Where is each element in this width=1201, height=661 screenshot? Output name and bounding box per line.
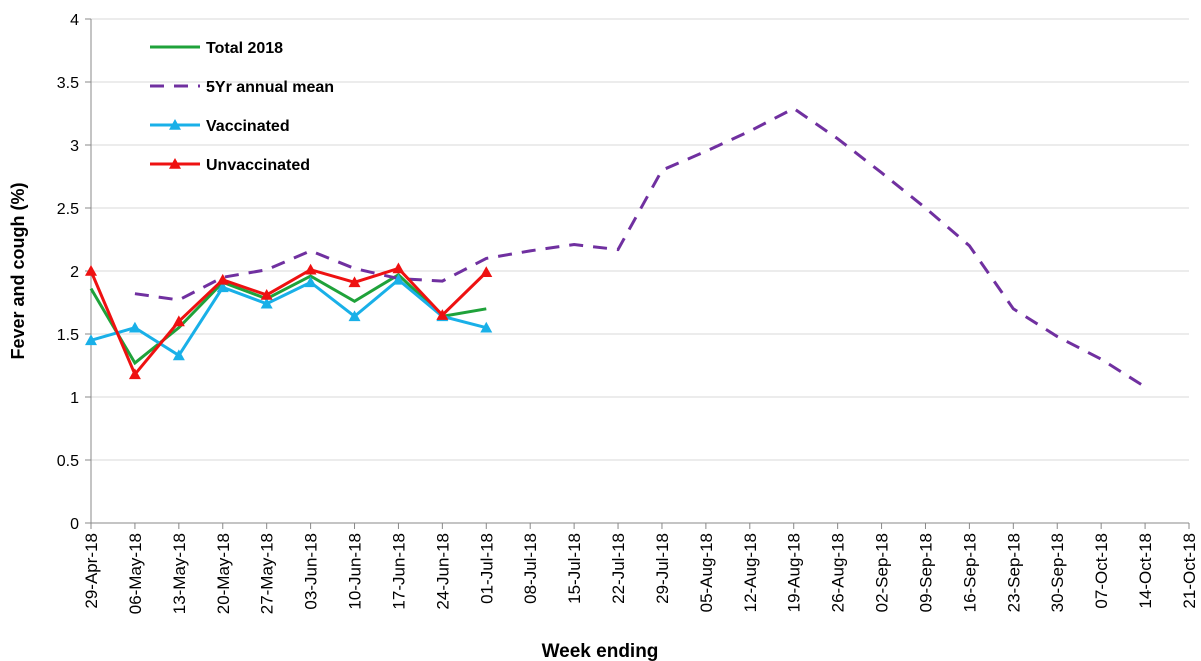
x-tick-label: 12-Aug-18	[741, 533, 760, 612]
data-point	[216, 273, 229, 285]
series-line	[89, 272, 487, 366]
data-point	[128, 321, 141, 333]
y-tick-label: 0	[70, 516, 79, 533]
legend-label: Vaccinated	[206, 118, 290, 135]
data-point	[216, 281, 229, 293]
y-tick-label: 1.5	[57, 327, 79, 344]
data-point	[436, 309, 449, 320]
series-line	[90, 277, 487, 358]
x-tick-label: 09-Sep-18	[916, 533, 935, 612]
x-tick-label: 14-Oct-18	[1136, 533, 1155, 609]
legend-label: 5Yr annual mean	[206, 79, 334, 96]
x-tick-label: 24-Jun-18	[433, 533, 452, 610]
x-tick-label: 16-Sep-18	[960, 533, 979, 612]
data-point	[480, 321, 493, 333]
data-point	[392, 273, 405, 285]
legend-marker	[169, 119, 181, 130]
data-point	[172, 315, 185, 327]
legend-label: Total 2018	[206, 40, 283, 57]
x-tick-label: 01-Jul-18	[477, 533, 496, 604]
x-tick-label: 26-Aug-18	[829, 533, 848, 612]
x-tick-label: 07-Oct-18	[1092, 533, 1111, 609]
x-tick-label: 06-May-18	[126, 533, 145, 614]
data-point	[304, 263, 317, 275]
series-line	[134, 106, 1146, 389]
x-tick-label: 19-Aug-18	[785, 533, 804, 612]
x-tick-label: 22-Jul-18	[609, 533, 628, 604]
data-point	[348, 276, 361, 288]
x-tick-label: 30-Sep-18	[1048, 533, 1067, 612]
x-tick-label: 03-Jun-18	[302, 533, 321, 610]
x-tick-label: 23-Sep-18	[1004, 533, 1023, 612]
x-tick-label: 29-Apr-18	[82, 533, 101, 609]
y-tick-label: 0.5	[57, 453, 79, 470]
legend-label: Unvaccinated	[206, 157, 310, 174]
x-tick-label: 21-Oct-18	[1180, 533, 1199, 609]
x-tick-label: 08-Jul-18	[521, 533, 540, 604]
y-tick-label: 3	[70, 138, 79, 155]
y-tick-label: 1	[70, 390, 79, 407]
data-point	[260, 288, 273, 300]
x-tick-label: 10-Jun-18	[346, 533, 365, 610]
data-point	[348, 310, 361, 322]
data-point	[128, 368, 141, 380]
data-point	[260, 297, 273, 309]
x-tick-label: 02-Sep-18	[873, 533, 892, 612]
x-tick-label: 27-May-18	[258, 533, 277, 614]
x-tick-label: 17-Jun-18	[389, 533, 408, 610]
series-line	[89, 266, 488, 378]
data-point	[392, 262, 405, 274]
y-tick-label: 4	[70, 12, 79, 29]
x-tick-label: 15-Jul-18	[565, 533, 584, 604]
y-axis-label: Fever and cough (%)	[8, 182, 28, 359]
x-axis-label: Week ending	[542, 641, 659, 661]
data-point	[85, 334, 97, 346]
x-tick-label: 05-Aug-18	[697, 533, 716, 612]
data-point	[480, 266, 493, 278]
y-tick-label: 2.5	[57, 201, 79, 218]
data-point	[304, 276, 317, 288]
data-point	[85, 265, 97, 276]
y-tick-label: 2	[70, 264, 79, 281]
x-tick-label: 29-Jul-18	[653, 533, 672, 604]
x-tick-label: 13-May-18	[170, 533, 189, 614]
data-point	[172, 349, 185, 361]
legend-marker	[169, 158, 181, 169]
y-tick-label: 3.5	[57, 75, 79, 92]
x-tick-label: 20-May-18	[214, 533, 233, 614]
